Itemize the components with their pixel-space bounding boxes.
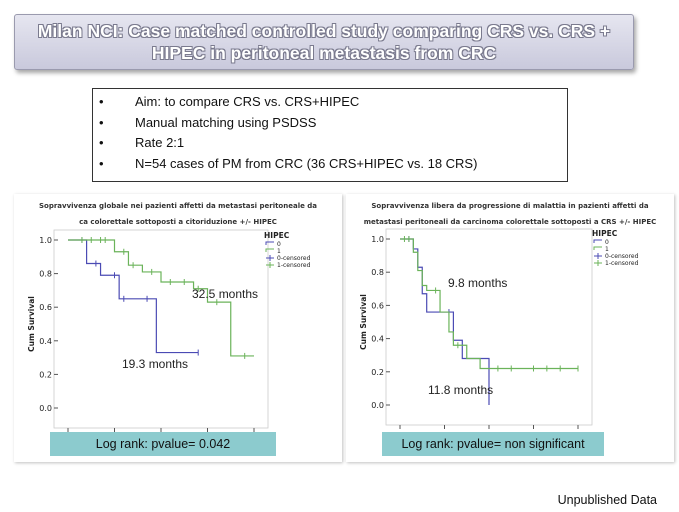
legend-swatch bbox=[593, 246, 602, 250]
bullet-item: • Rate 2:1 bbox=[99, 133, 567, 154]
legend-swatch bbox=[265, 241, 274, 245]
series-line-0 bbox=[68, 239, 199, 354]
chart-title-line2: metastasi peritoneali da carcinoma color… bbox=[363, 218, 657, 226]
y-tick-label: 0.6 bbox=[39, 303, 52, 312]
bullet-list: • Aim: to compare CRS vs. CRS+HIPEC • Manu… bbox=[99, 92, 567, 174]
slide-title-line1: Milan NCI: Case matched controlled study… bbox=[37, 21, 611, 41]
y-tick-label: 0.4 bbox=[371, 335, 384, 344]
chart-title: Sopravvivenza globale nei pazienti affet… bbox=[14, 198, 342, 230]
bullet-dot: • bbox=[99, 114, 104, 130]
bullet-text: Rate 2:1 bbox=[135, 135, 185, 150]
bullet-item: • Manual matching using PSDSS bbox=[99, 113, 567, 134]
y-tick-label: 0.2 bbox=[371, 368, 384, 377]
legend-title: HIPEC bbox=[264, 231, 290, 240]
chart-title-line2: ca colorettale sottoposti a citoriduzion… bbox=[79, 218, 277, 226]
legend-label: 0-censored bbox=[605, 253, 639, 260]
y-tick-label: 1.0 bbox=[39, 236, 52, 245]
progression-free-survival-chart: Sopravvivenza libera da progressione di … bbox=[346, 194, 674, 462]
y-tick-label: 0.6 bbox=[371, 301, 384, 310]
aims-box: • Aim: to compare CRS vs. CRS+HIPEC • Manu… bbox=[92, 88, 568, 182]
y-tick-label: 0.0 bbox=[371, 401, 384, 410]
bullet-text: Manual matching using PSDSS bbox=[135, 114, 317, 130]
median-annotation: 9.8 months bbox=[448, 276, 507, 290]
survival-plot: 0.00.20.40.60.81.0.010.020.030.040.0Cum … bbox=[359, 228, 639, 440]
slide-title-box: Milan NCI: Case matched controlled study… bbox=[14, 14, 634, 70]
median-annotation: 19.3 months bbox=[122, 357, 188, 371]
legend-label: 1-censored bbox=[605, 260, 639, 267]
legend-label: 0-censored bbox=[277, 255, 311, 262]
chart-title: Sopravvivenza libera da progressione di … bbox=[346, 198, 674, 230]
logrank-label-overall: Log rank: pvalue= 0.042 bbox=[50, 432, 276, 456]
series-line-1 bbox=[68, 239, 254, 357]
y-axis-label: Cum Survival bbox=[27, 296, 36, 352]
y-tick-label: 0.0 bbox=[39, 404, 52, 413]
unpublished-data-note: Unpublished Data bbox=[557, 493, 657, 507]
legend-label: 1-censored bbox=[277, 262, 311, 269]
legend-swatch bbox=[265, 248, 274, 252]
series-line-1 bbox=[400, 238, 578, 370]
slide-title: Milan NCI: Case matched controlled study… bbox=[38, 20, 610, 64]
legend-title: HIPEC bbox=[592, 229, 618, 238]
legend-label: 0 bbox=[605, 239, 609, 246]
logrank-label-pfs: Log rank: pvalue= non significant bbox=[382, 432, 604, 456]
y-tick-label: 1.0 bbox=[371, 235, 384, 244]
slide-title-line2: HIPEC in peritoneal metastasis from CRC bbox=[151, 43, 497, 63]
bullet-text: N=54 cases of PM from CRC (36 CRS+HIPEC … bbox=[135, 155, 478, 171]
bullet-dot: • bbox=[99, 155, 104, 171]
y-tick-label: 0.4 bbox=[39, 337, 52, 346]
legend-label: 0 bbox=[277, 241, 281, 248]
y-axis-label: Cum Survival bbox=[359, 294, 368, 350]
bullet-dot: • bbox=[99, 135, 104, 150]
y-tick-label: 0.8 bbox=[371, 268, 384, 277]
bullet-item: • N=54 cases of PM from CRC (36 CRS+HIPEC… bbox=[99, 154, 567, 175]
chart-title-line1: Sopravvivenza libera da progressione di … bbox=[371, 202, 649, 210]
overall-survival-chart: Sopravvivenza globale nei pazienti affet… bbox=[14, 194, 342, 462]
y-tick-label: 0.8 bbox=[39, 270, 52, 279]
bullet-text: Aim: to compare CRS vs. CRS+HIPEC bbox=[135, 94, 360, 109]
bullet-dot: • bbox=[99, 94, 104, 109]
legend-label: 1 bbox=[277, 248, 281, 255]
median-annotation: 11.8 months bbox=[428, 383, 493, 397]
legend-swatch bbox=[593, 239, 602, 243]
legend-label: 1 bbox=[605, 246, 609, 253]
series-line-0 bbox=[400, 238, 490, 405]
median-annotation: 32.5 months bbox=[192, 287, 258, 301]
y-tick-label: 0.2 bbox=[39, 370, 52, 379]
survival-plot: 0.00.20.40.60.81.0.010.020.030.040.0Cum … bbox=[27, 229, 311, 443]
bullet-item: • Aim: to compare CRS vs. CRS+HIPEC bbox=[99, 92, 567, 113]
chart-title-line1: Sopravvivenza globale nei pazienti affet… bbox=[38, 202, 318, 210]
